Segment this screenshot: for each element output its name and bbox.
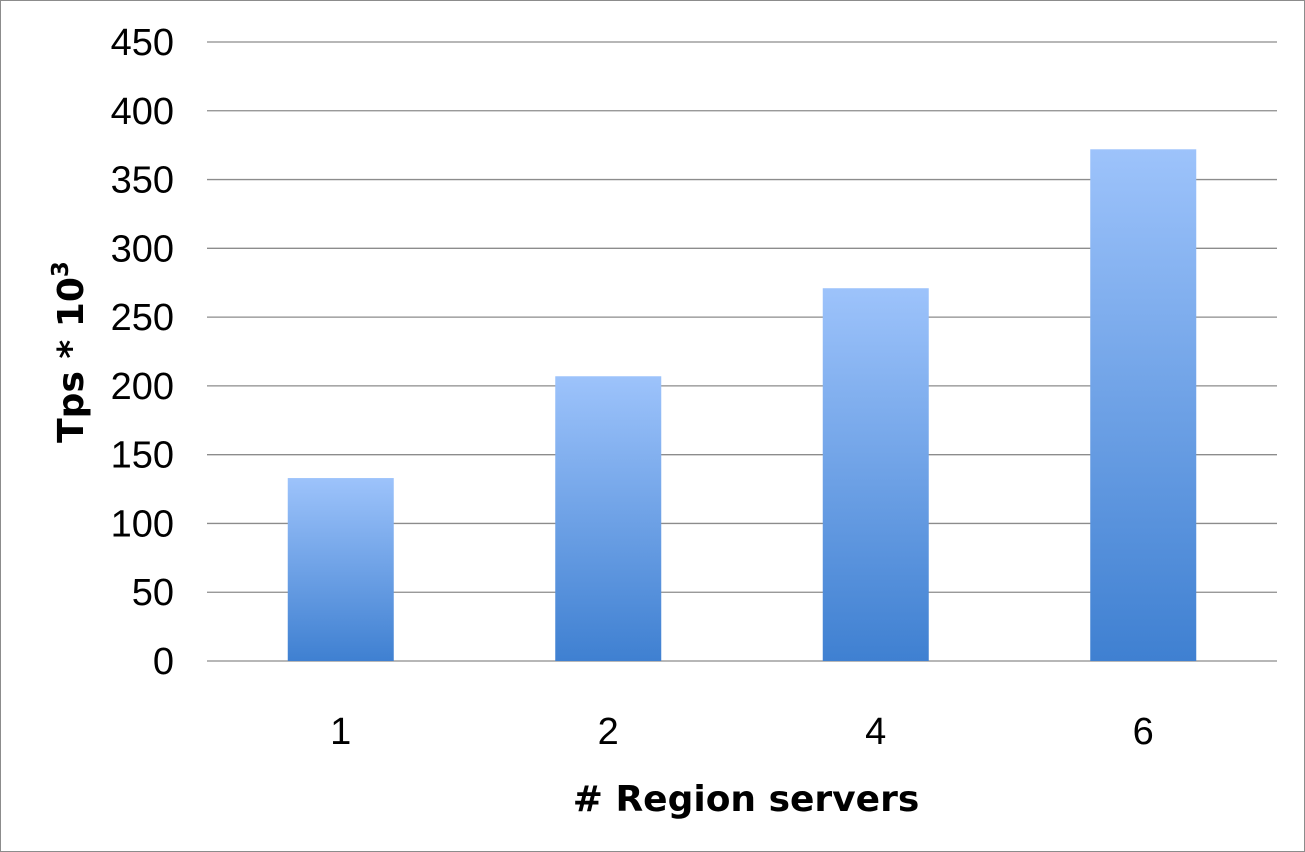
y-tick-label-50: 50	[132, 572, 174, 614]
x-axis-title: # Region servers	[573, 779, 920, 820]
y-axis-title-exponent: 3	[48, 261, 74, 277]
y-axis-title-main: Tps * 10	[51, 277, 92, 443]
y-axis-title: Tps * 103	[48, 261, 92, 443]
y-tick-label-100: 100	[111, 503, 174, 545]
y-tick-label-150: 150	[111, 435, 174, 477]
y-tick-label-350: 350	[111, 160, 174, 202]
y-tick-label-200: 200	[111, 366, 174, 408]
y-tick-label-250: 250	[111, 297, 174, 339]
y-tick-label-450: 450	[111, 22, 174, 64]
y-tick-label-0: 0	[153, 641, 174, 683]
bar-1	[287, 478, 394, 661]
x-tick-label-4: 4	[865, 711, 886, 753]
bar-4	[822, 288, 929, 661]
y-axis-ticks: 0 50 100 150 200 250 300 350 400 450	[111, 22, 174, 683]
x-tick-label-2: 2	[598, 711, 619, 753]
bar-6	[1090, 149, 1197, 661]
x-axis-ticks: 1 2 4 6	[330, 711, 1154, 753]
bars	[287, 149, 1197, 661]
y-tick-label-400: 400	[111, 91, 174, 133]
x-tick-label-1: 1	[330, 711, 351, 753]
x-tick-label-6: 6	[1133, 711, 1154, 753]
bar-2	[555, 376, 662, 661]
y-tick-label-300: 300	[111, 228, 174, 270]
